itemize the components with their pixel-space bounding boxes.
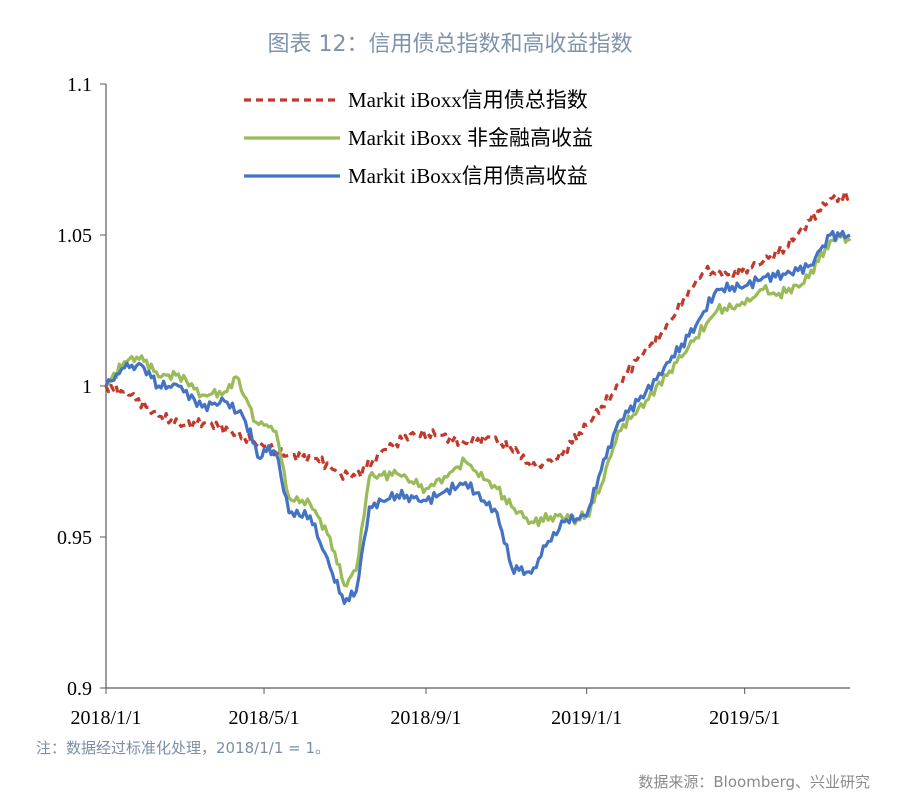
y-tick-label: 1.05 bbox=[57, 225, 92, 247]
x-tick-label: 2018/5/1 bbox=[228, 707, 299, 729]
chart-title: 图表 12：信用债总指数和高收益指数 bbox=[267, 32, 633, 57]
data-source: 数据来源：Bloomberg、兴业研究 bbox=[638, 773, 870, 791]
y-tick-label: 0.9 bbox=[67, 678, 92, 700]
x-tick-label: 2018/1/1 bbox=[70, 707, 141, 729]
footnote: 注：数据经过标准化处理，2018/1/1 = 1。 bbox=[36, 739, 331, 757]
series-line-1 bbox=[104, 189, 852, 481]
y-tick-label: 1 bbox=[82, 376, 92, 398]
legend-label: Markit iBoxx信用债高收益 bbox=[348, 164, 588, 188]
x-tick-label: 2019/1/1 bbox=[551, 707, 622, 729]
legend-label: Markit iBoxx信用债总指数 bbox=[348, 88, 588, 112]
y-tick-label: 1.1 bbox=[67, 74, 92, 96]
legend-label: Markit iBoxx 非金融高收益 bbox=[348, 126, 593, 150]
series-line-3 bbox=[104, 229, 851, 605]
series-line-2 bbox=[104, 233, 852, 588]
x-tick-label: 2018/9/1 bbox=[390, 707, 461, 729]
x-tick-label: 2019/5/1 bbox=[709, 707, 780, 729]
y-tick-label: 0.95 bbox=[57, 527, 92, 549]
